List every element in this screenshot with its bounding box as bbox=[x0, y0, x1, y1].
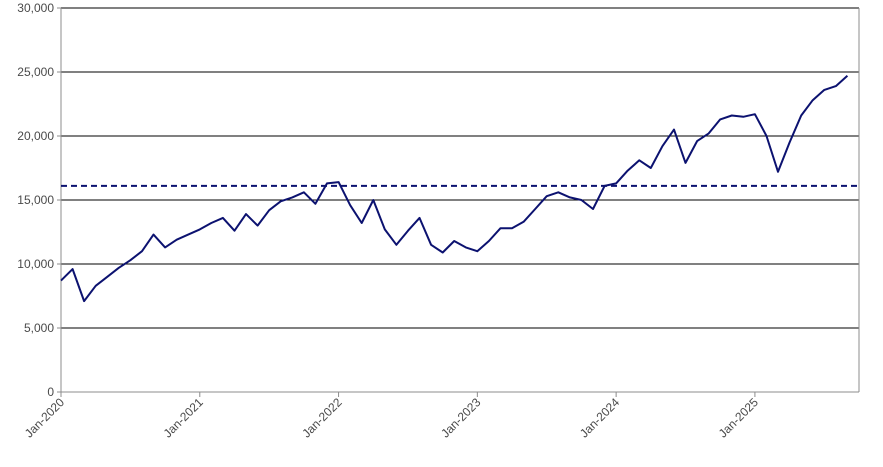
gridlines bbox=[61, 7, 859, 329]
x-tick-label: Jan-2024 bbox=[577, 395, 623, 441]
y-tick-label: 10,000 bbox=[17, 257, 54, 271]
x-tick-label: Jan-2022 bbox=[299, 395, 345, 441]
y-tick-label: 5,000 bbox=[24, 321, 54, 335]
series-line bbox=[60, 75, 849, 303]
y-tick-label: 25,000 bbox=[17, 65, 54, 79]
y-tick-label: 0 bbox=[47, 385, 54, 399]
series-group bbox=[60, 75, 859, 303]
x-axis-ticks: Jan-2020 Jan-2021 Jan-2022 Jan-2023 Jan-2024… bbox=[22, 392, 761, 441]
x-tick-label: Jan-2023 bbox=[438, 395, 484, 441]
y-axis-ticks: 0 5,000 10,000 15,000 20,000 25,000 30,000 bbox=[17, 1, 61, 399]
x-tick-label: Jan-2020 bbox=[22, 395, 68, 441]
y-tick-label: 15,000 bbox=[17, 193, 54, 207]
x-tick-label: Jan-2021 bbox=[161, 395, 207, 441]
x-tick-label: Jan-2025 bbox=[716, 395, 762, 441]
y-tick-label: 30,000 bbox=[17, 1, 54, 15]
y-tick-label: 20,000 bbox=[17, 129, 54, 143]
